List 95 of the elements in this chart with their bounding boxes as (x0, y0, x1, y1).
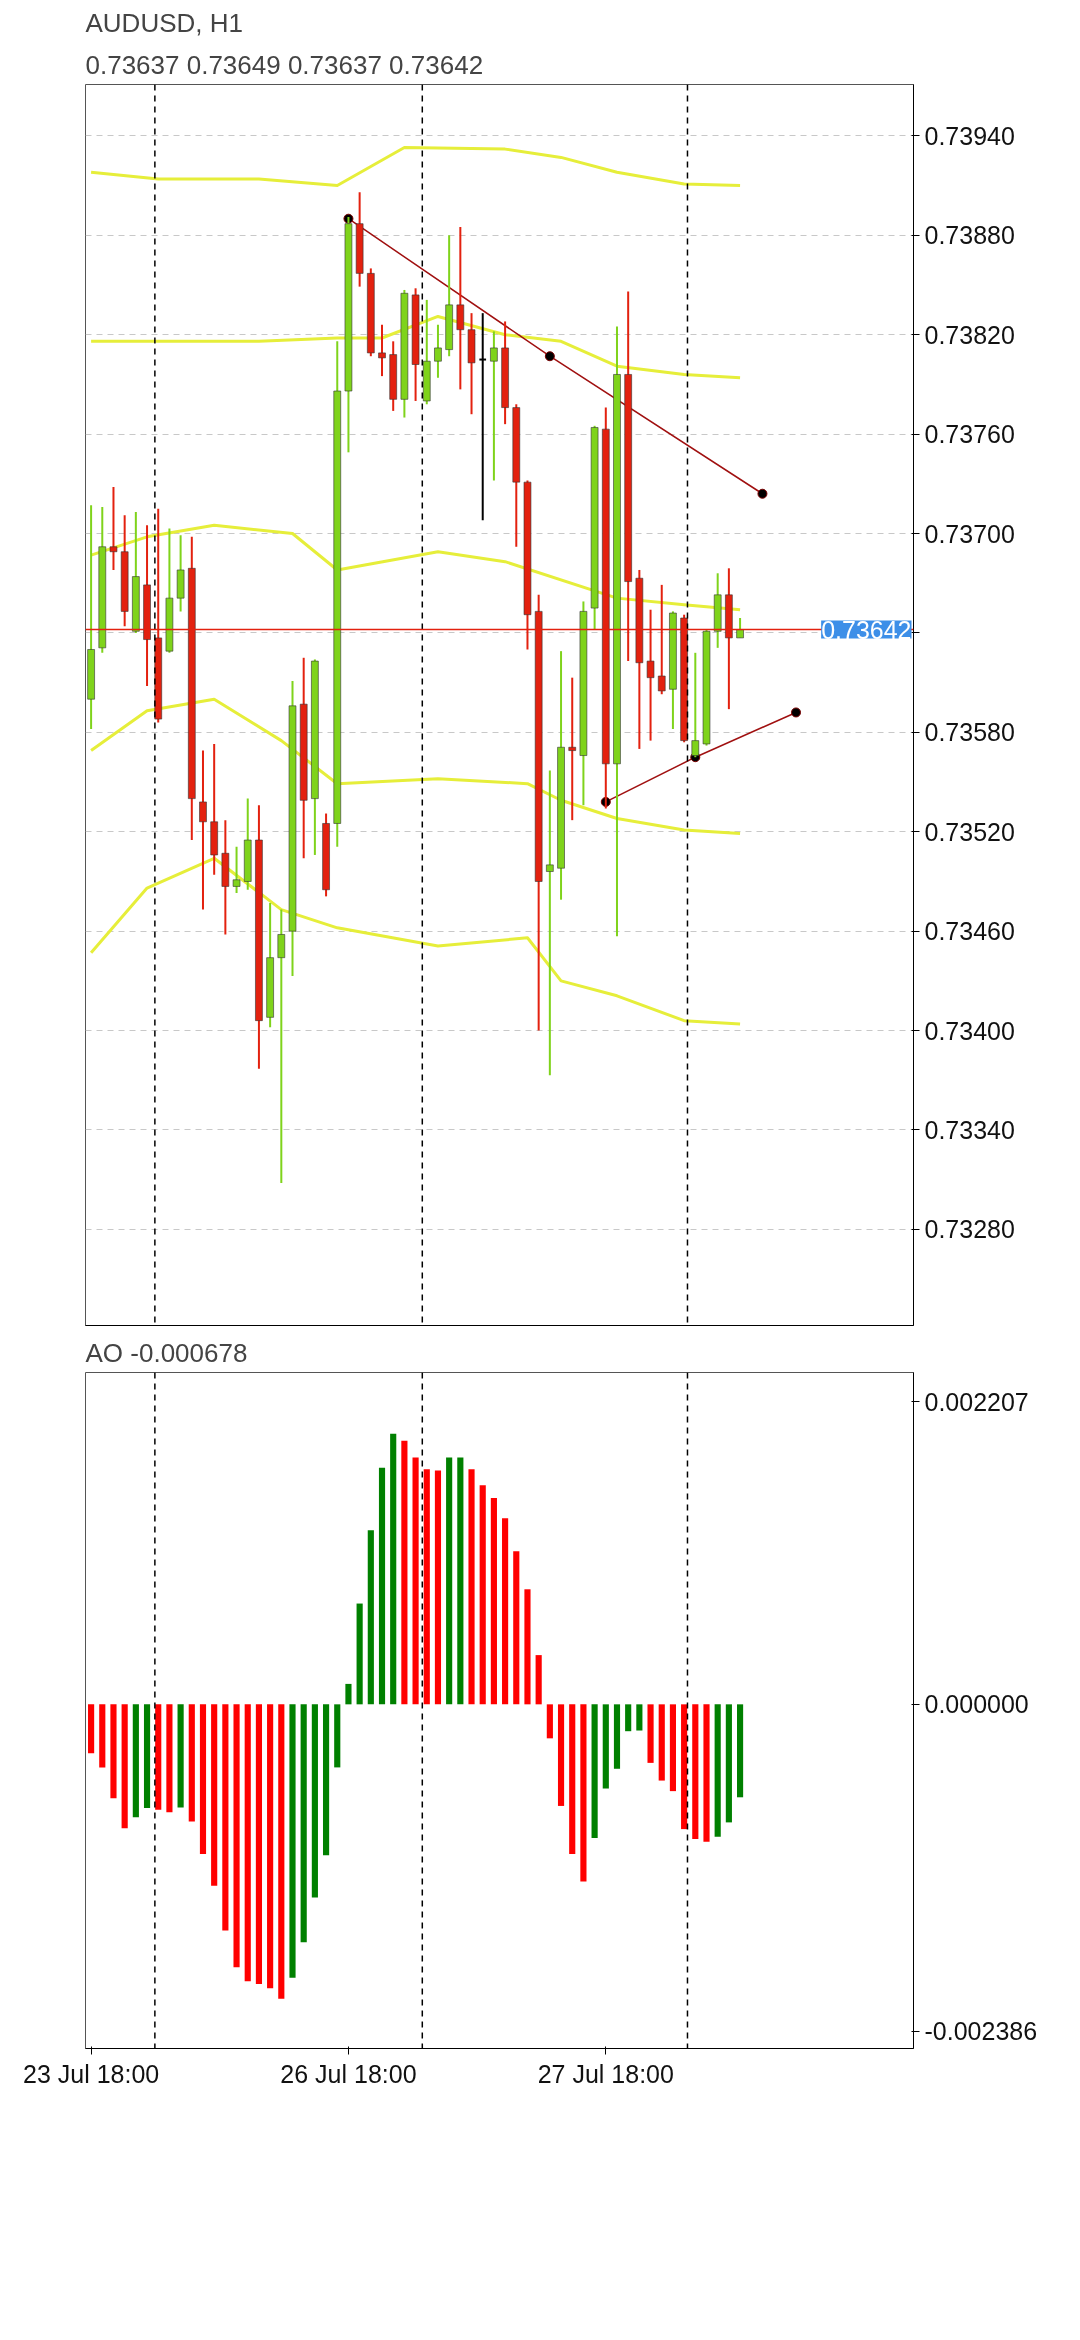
candlestick (546, 769, 554, 1077)
bar (546, 1704, 553, 1739)
y-tick-label: 0.73400 (924, 1016, 1015, 1045)
y-tick-label: 0.73760 (924, 420, 1015, 449)
candlestick (490, 330, 498, 482)
bar (334, 1704, 341, 1768)
y-tick-label: -0.002386 (924, 2017, 1038, 2046)
candlestick (378, 323, 386, 378)
bar (132, 1704, 139, 1818)
y-tick-label: 0.73340 (924, 1115, 1015, 1144)
bar (613, 1704, 621, 1769)
bar (300, 1704, 307, 1943)
bar (524, 1589, 531, 1705)
bar (143, 1704, 151, 1808)
bar (255, 1704, 263, 1985)
candlestick (109, 486, 118, 571)
y-tick-label: 0.000000 (924, 1690, 1029, 1719)
chart-title: AUDUSD, H1 (85, 7, 243, 38)
bar (233, 1704, 240, 1968)
bar (669, 1704, 677, 1792)
bar (490, 1497, 497, 1705)
y-tick-label: 0.73820 (924, 320, 1015, 349)
candlestick (199, 749, 207, 911)
point (757, 488, 768, 499)
bar (725, 1704, 732, 1823)
bar (289, 1704, 296, 1978)
candlestick (568, 676, 576, 822)
bar (602, 1704, 609, 1789)
bar (278, 1704, 285, 1999)
y-tick-label: 0.002207 (924, 1387, 1029, 1416)
bar (99, 1704, 106, 1768)
chart-title: AO -0.000678 (85, 1337, 248, 1368)
bar (356, 1603, 363, 1705)
chart-subtitle: 0.73637 0.73649 0.73637 0.73642 (85, 49, 484, 80)
bar (401, 1440, 408, 1705)
bar (166, 1704, 173, 1813)
bar (591, 1704, 598, 1839)
candlestick (736, 617, 744, 639)
bar (211, 1704, 218, 1886)
x-tick-label: 23 Jul 18:00 (22, 2059, 160, 2088)
bar (244, 1704, 251, 1982)
bar (681, 1704, 688, 1830)
candlestick (434, 323, 442, 379)
ref-line-label: 0.73642 (821, 615, 912, 644)
bar (188, 1704, 195, 1822)
y-tick-label: 0.73940 (924, 121, 1015, 150)
bar (513, 1551, 520, 1705)
bar (569, 1704, 576, 1855)
y-tick-label: 0.73580 (924, 718, 1015, 747)
x-tick-label: 27 Jul 18:00 (537, 2059, 674, 2088)
bar (367, 1530, 374, 1705)
y-tick-label: 0.73880 (924, 221, 1015, 250)
y-tick-label: 0.73700 (924, 519, 1015, 548)
point (544, 351, 555, 362)
bar (311, 1704, 318, 1898)
bar (625, 1704, 632, 1732)
bar (121, 1704, 128, 1829)
bar (88, 1704, 95, 1754)
bar (557, 1704, 565, 1806)
bar (222, 1704, 229, 1931)
candlestick (478, 312, 488, 522)
bar (177, 1704, 184, 1808)
y-tick-label: 0.73280 (924, 1215, 1015, 1244)
bar (468, 1469, 475, 1705)
bar (110, 1704, 117, 1799)
bar (446, 1457, 453, 1705)
bar (199, 1704, 207, 1855)
bar (535, 1655, 542, 1705)
bar (692, 1704, 699, 1839)
line-series (89, 856, 742, 1026)
bar (479, 1485, 486, 1705)
candlestick (277, 908, 286, 1185)
point (791, 707, 802, 718)
bar (636, 1704, 643, 1731)
bar (736, 1704, 744, 1798)
y-tick-label: 0.73460 (924, 917, 1015, 946)
bar (714, 1704, 721, 1837)
bar (322, 1704, 330, 1856)
bar (423, 1469, 430, 1705)
y-tick-label: 0.73520 (924, 817, 1015, 846)
bar (502, 1518, 509, 1705)
bar (378, 1467, 386, 1705)
bar (412, 1457, 419, 1705)
bar (267, 1704, 274, 1989)
candlestick (232, 845, 241, 895)
bar (390, 1433, 397, 1705)
bar (580, 1704, 587, 1882)
bar (647, 1704, 654, 1763)
bar (703, 1704, 710, 1842)
bar (345, 1683, 352, 1705)
line-series (89, 145, 742, 188)
bar (457, 1457, 464, 1705)
bar (658, 1704, 665, 1781)
x-tick-label: 26 Jul 18:00 (280, 2059, 417, 2088)
bar (434, 1470, 442, 1705)
